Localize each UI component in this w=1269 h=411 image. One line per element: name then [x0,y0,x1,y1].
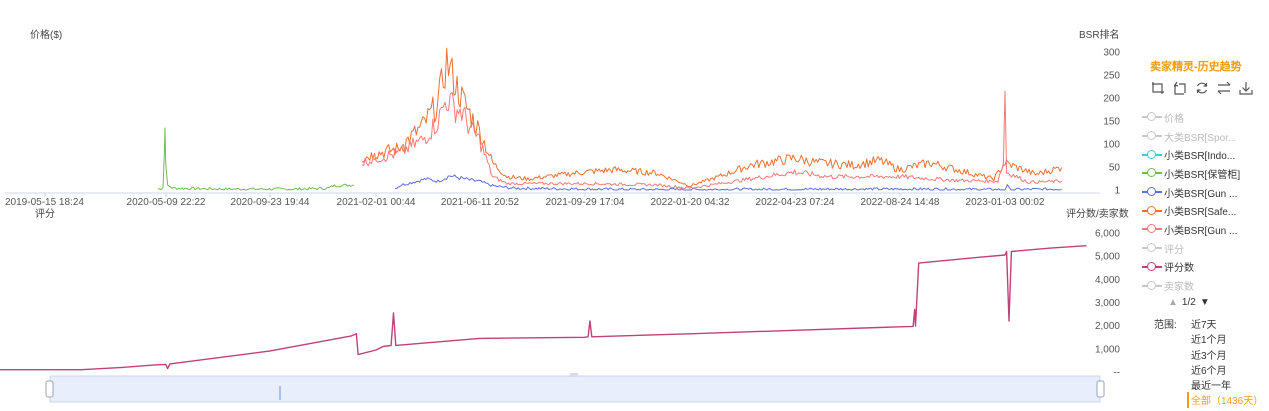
series-line-3 [361,90,1062,190]
series-line-0 [157,127,355,191]
zoom-icon[interactable] [1150,80,1166,96]
legend-label: 价格 [1164,113,1184,125]
legend-marker-icon [1142,205,1162,216]
x-tick-label: 2022-01-20 04:32 [651,197,730,208]
legend-label: 大类BSR[Spor... [1164,132,1237,144]
x-tick-label: 2020-09-23 19:44 [231,197,310,208]
legend-marker-icon [1142,149,1162,160]
zoom-reset-icon[interactable] [1172,80,1188,96]
x-tick-label: 2021-09-29 17:04 [546,197,625,208]
price-axis-label: 价格($) [30,28,62,41]
bsr-series [157,47,1063,191]
y-tick-label: 1,000 [1095,344,1120,355]
legend-marker-icon [1142,261,1162,272]
legend-marker-icon [1142,131,1162,141]
legend-item[interactable]: 价格 [1138,108,1240,127]
range-options: 近7天近1个月近3个月近6个月最近一年 全部（1436天） [1187,316,1263,408]
series-line-1 [394,174,1062,191]
zoom-slider-top-grip[interactable] [570,373,578,377]
range-option[interactable]: 近1个月 [1191,335,1227,347]
legend-page-number: 1/2 [1181,297,1196,308]
trend-chart: 价格($) BSR排名 300 250 200 150 100 50 1 2019-05-1… [0,28,1140,403]
legend-label: 卖家数 [1164,282,1194,294]
trend-side-panel: 卖家精灵-历史趋势 价格大类BSR[Spor... 小类BSR[Indo... 小类… [1138,0,1269,411]
zoom-left-handle[interactable] [45,380,54,398]
review-count-axis-label: 评分数/卖家数 [1066,207,1129,220]
x-tick-label: 2022-08-24 14:48 [861,197,940,208]
series-line-2 [361,47,1063,188]
legend-label: 小类BSR[Gun ... [1164,225,1238,237]
legend-item[interactable]: 小类BSR[Indo... [1138,145,1240,164]
review-axis-ticks: 6,000 5,000 4,000 3,000 2,000 1,000 -- [1095,229,1120,379]
legend-item[interactable]: 大类BSR[Spor... [1138,127,1240,146]
legend-pager: ▲ 1/2 ▼ [1168,297,1210,308]
x-tick-label: 2019-05-15 18:24 [5,197,84,208]
legend-item[interactable]: 小类BSR[Gun ... [1138,220,1240,239]
legend-item[interactable]: 小类BSR[Gun ... [1138,183,1240,202]
legend-marker-icon [1142,243,1162,253]
x-tick-label: 2022-04-23 07:24 [756,197,835,208]
bsr-axis-ticks: 300 250 200 150 100 50 1 [1103,48,1120,197]
legend-marker-icon [1142,168,1162,178]
legend-prev-page-icon[interactable]: ▲ [1168,297,1178,308]
y-tick-label: 150 [1103,117,1120,128]
zoom-slider[interactable] [45,373,1105,403]
legend-marker-icon [1142,280,1162,291]
legend-next-page-icon[interactable]: ▼ [1199,297,1210,308]
legend-marker-icon [1142,112,1162,122]
range-option[interactable]: 近7天 [1191,320,1217,331]
legend-item[interactable]: 小类BSR[Safe... [1138,201,1240,220]
swap-icon[interactable] [1216,80,1232,96]
bsr-axis-label: BSR排名 [1079,28,1120,41]
range-option[interactable]: 最近一年 [1191,381,1231,393]
y-tick-label: 6,000 [1095,229,1120,240]
review-series [0,246,1140,372]
x-tick-label: 2023-01-03 00:02 [966,197,1045,208]
panel-title: 卖家精灵-历史趋势 [1150,61,1242,73]
restore-icon[interactable] [1194,80,1210,96]
y-tick-label: -- [1113,368,1120,379]
range-label: 范围: [1154,320,1177,331]
legend-marker-icon [1142,224,1162,234]
legend-label: 小类BSR[Safe... [1164,207,1237,219]
y-tick-label: 100 [1103,140,1120,151]
y-tick-label: 250 [1103,71,1120,82]
y-tick-label: 2,000 [1095,321,1120,332]
legend-item[interactable]: 评分 [1138,239,1240,258]
y-tick-label: 5,000 [1095,252,1120,263]
y-tick-label: 1 [1114,186,1120,197]
toolbox [1150,80,1254,96]
legend-label: 小类BSR[Gun ... [1164,188,1238,200]
legend-label: 小类BSR[保管柜] [1164,169,1241,181]
time-axis-ticks: 2019-05-15 18:24 2020-05-09 22:22 2020-09-… [5,193,1045,208]
y-tick-label: 50 [1109,163,1121,174]
y-tick-label: 4,000 [1095,275,1120,286]
series-line-0 [0,246,1140,372]
x-tick-label: 2021-06-11 20:52 [441,197,520,208]
legend-label: 评分数 [1164,263,1194,275]
legend-item[interactable]: 卖家数 [1138,276,1240,295]
zoom-right-handle[interactable] [1096,380,1105,398]
legend-item[interactable]: 小类BSR[保管柜] [1138,164,1240,183]
y-tick-label: 3,000 [1095,298,1120,309]
y-tick-label: 300 [1103,48,1120,59]
legend-label: 小类BSR[Indo... [1164,151,1236,163]
legend-label: 评分 [1164,244,1184,256]
range-option[interactable]: 近3个月 [1191,350,1227,362]
legend-marker-icon [1142,187,1162,197]
zoom-slider-track [49,375,1101,403]
rating-axis-label: 评分 [35,208,55,220]
x-tick-label: 2020-05-09 22:22 [127,197,206,208]
legend: 价格大类BSR[Spor... 小类BSR[Indo... 小类BSR[保管柜] 小类… [1138,108,1240,295]
download-icon[interactable] [1238,80,1254,96]
range-option[interactable]: 近6个月 [1191,365,1227,377]
legend-item[interactable]: 评分数 [1138,258,1240,277]
y-tick-label: 200 [1103,94,1120,105]
x-tick-label: 2021-02-01 00:44 [337,197,416,208]
range-option[interactable]: 全部（1436天） [1187,392,1263,408]
